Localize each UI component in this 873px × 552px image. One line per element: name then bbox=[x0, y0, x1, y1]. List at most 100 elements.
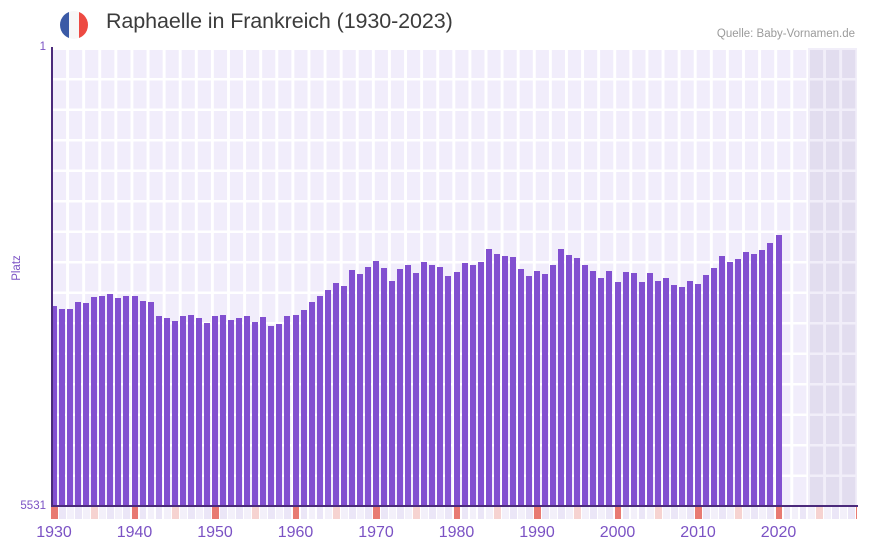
bar-1977[interactable] bbox=[429, 265, 436, 505]
bar-1990[interactable] bbox=[534, 271, 540, 505]
bar-1975[interactable] bbox=[413, 273, 420, 505]
bar-1986[interactable] bbox=[501, 256, 508, 505]
bar-1954[interactable] bbox=[244, 316, 251, 505]
tick-mark-1995 bbox=[574, 507, 582, 519]
bar-1938[interactable] bbox=[115, 298, 122, 505]
bar-1971[interactable] bbox=[381, 268, 388, 505]
bar-1992[interactable] bbox=[550, 265, 557, 505]
bar-1943[interactable] bbox=[155, 316, 162, 505]
bar-2015[interactable] bbox=[735, 259, 742, 505]
bar-2013[interactable] bbox=[719, 256, 726, 505]
bar-1942[interactable] bbox=[147, 302, 154, 505]
bar-1984[interactable] bbox=[485, 249, 492, 505]
bar-1934[interactable] bbox=[83, 303, 90, 505]
bar-1961[interactable] bbox=[300, 310, 307, 505]
bar-1968[interactable] bbox=[356, 274, 363, 505]
bar-1981[interactable] bbox=[461, 263, 468, 505]
tick-mark-1968 bbox=[356, 507, 364, 519]
bar-1931[interactable] bbox=[59, 309, 66, 505]
bar-1939[interactable] bbox=[123, 296, 130, 505]
bar-1982[interactable] bbox=[469, 265, 476, 505]
bar-2020[interactable] bbox=[775, 235, 782, 505]
bar-2011[interactable] bbox=[703, 275, 710, 505]
bar-1956[interactable] bbox=[260, 317, 267, 505]
tick-mark-2010 bbox=[695, 507, 702, 519]
tick-mark-1992 bbox=[550, 507, 557, 519]
bar-1991[interactable] bbox=[542, 274, 549, 505]
bar-2012[interactable] bbox=[711, 268, 718, 505]
bar-2010[interactable] bbox=[695, 284, 701, 505]
bar-2008[interactable] bbox=[678, 287, 685, 505]
bar-1951[interactable] bbox=[220, 315, 227, 505]
bar-1937[interactable] bbox=[107, 294, 114, 505]
bar-2017[interactable] bbox=[751, 254, 758, 505]
tick-mark-1954 bbox=[244, 507, 252, 519]
tick-mark-2019 bbox=[767, 507, 775, 519]
bar-1976[interactable] bbox=[421, 262, 428, 505]
bar-1993[interactable] bbox=[558, 249, 565, 505]
bar-1945[interactable] bbox=[171, 321, 178, 505]
bar-2001[interactable] bbox=[622, 272, 629, 505]
bar-1974[interactable] bbox=[405, 265, 412, 505]
bar-1970[interactable] bbox=[373, 261, 379, 505]
bar-1940[interactable] bbox=[131, 296, 138, 505]
bar-1941[interactable] bbox=[139, 301, 146, 505]
bar-1999[interactable] bbox=[606, 271, 613, 505]
bar-2000[interactable] bbox=[614, 282, 621, 505]
bar-1987[interactable] bbox=[509, 257, 516, 505]
bar-1932[interactable] bbox=[67, 309, 74, 505]
bar-1980[interactable] bbox=[453, 272, 460, 505]
bar-1958[interactable] bbox=[276, 324, 283, 505]
bar-1965[interactable] bbox=[332, 283, 339, 505]
bar-2018[interactable] bbox=[759, 250, 766, 505]
bar-1949[interactable] bbox=[203, 323, 210, 505]
bar-1983[interactable] bbox=[477, 262, 484, 505]
bar-1930[interactable] bbox=[51, 306, 57, 505]
bar-1969[interactable] bbox=[364, 267, 371, 505]
bar-2004[interactable] bbox=[646, 273, 653, 505]
bar-1948[interactable] bbox=[195, 318, 202, 505]
bar-2016[interactable] bbox=[743, 252, 750, 505]
bar-2014[interactable] bbox=[727, 262, 734, 505]
bar-1967[interactable] bbox=[348, 270, 355, 505]
bar-1998[interactable] bbox=[598, 278, 605, 505]
bar-1946[interactable] bbox=[179, 316, 186, 505]
bar-1962[interactable] bbox=[308, 302, 315, 505]
bar-2003[interactable] bbox=[638, 282, 645, 505]
bar-1952[interactable] bbox=[228, 320, 235, 505]
bar-1947[interactable] bbox=[187, 315, 194, 505]
bar-1979[interactable] bbox=[445, 276, 452, 505]
bar-1936[interactable] bbox=[99, 296, 106, 505]
bar-2009[interactable] bbox=[686, 281, 693, 505]
bar-1973[interactable] bbox=[397, 269, 404, 505]
bar-1985[interactable] bbox=[493, 254, 500, 505]
bar-1944[interactable] bbox=[163, 318, 170, 505]
bar-1960[interactable] bbox=[292, 315, 299, 505]
bar-2006[interactable] bbox=[662, 278, 669, 505]
tick-mark-1945 bbox=[171, 507, 179, 519]
bar-1997[interactable] bbox=[590, 271, 597, 505]
bar-1966[interactable] bbox=[340, 286, 347, 505]
bar-1953[interactable] bbox=[236, 318, 243, 505]
bar-1964[interactable] bbox=[324, 290, 331, 505]
bar-2019[interactable] bbox=[767, 243, 774, 505]
bar-1996[interactable] bbox=[582, 265, 589, 505]
bar-1959[interactable] bbox=[284, 316, 291, 505]
bar-2002[interactable] bbox=[630, 273, 637, 505]
bar-1972[interactable] bbox=[389, 281, 396, 505]
bar-1988[interactable] bbox=[517, 269, 524, 505]
bar-1989[interactable] bbox=[525, 276, 532, 505]
bar-1950[interactable] bbox=[212, 316, 218, 505]
bar-1933[interactable] bbox=[75, 302, 82, 505]
bar-2005[interactable] bbox=[654, 281, 661, 505]
bar-1957[interactable] bbox=[268, 326, 275, 505]
bar-1963[interactable] bbox=[316, 296, 323, 505]
france-flag-icon bbox=[60, 11, 88, 39]
bar-1994[interactable] bbox=[566, 255, 573, 505]
bar-1935[interactable] bbox=[91, 297, 98, 505]
bar-1978[interactable] bbox=[437, 267, 444, 505]
bar-1955[interactable] bbox=[252, 322, 259, 505]
tick-mark-1961 bbox=[300, 507, 308, 519]
bar-1995[interactable] bbox=[574, 258, 581, 505]
bar-2007[interactable] bbox=[670, 285, 677, 505]
